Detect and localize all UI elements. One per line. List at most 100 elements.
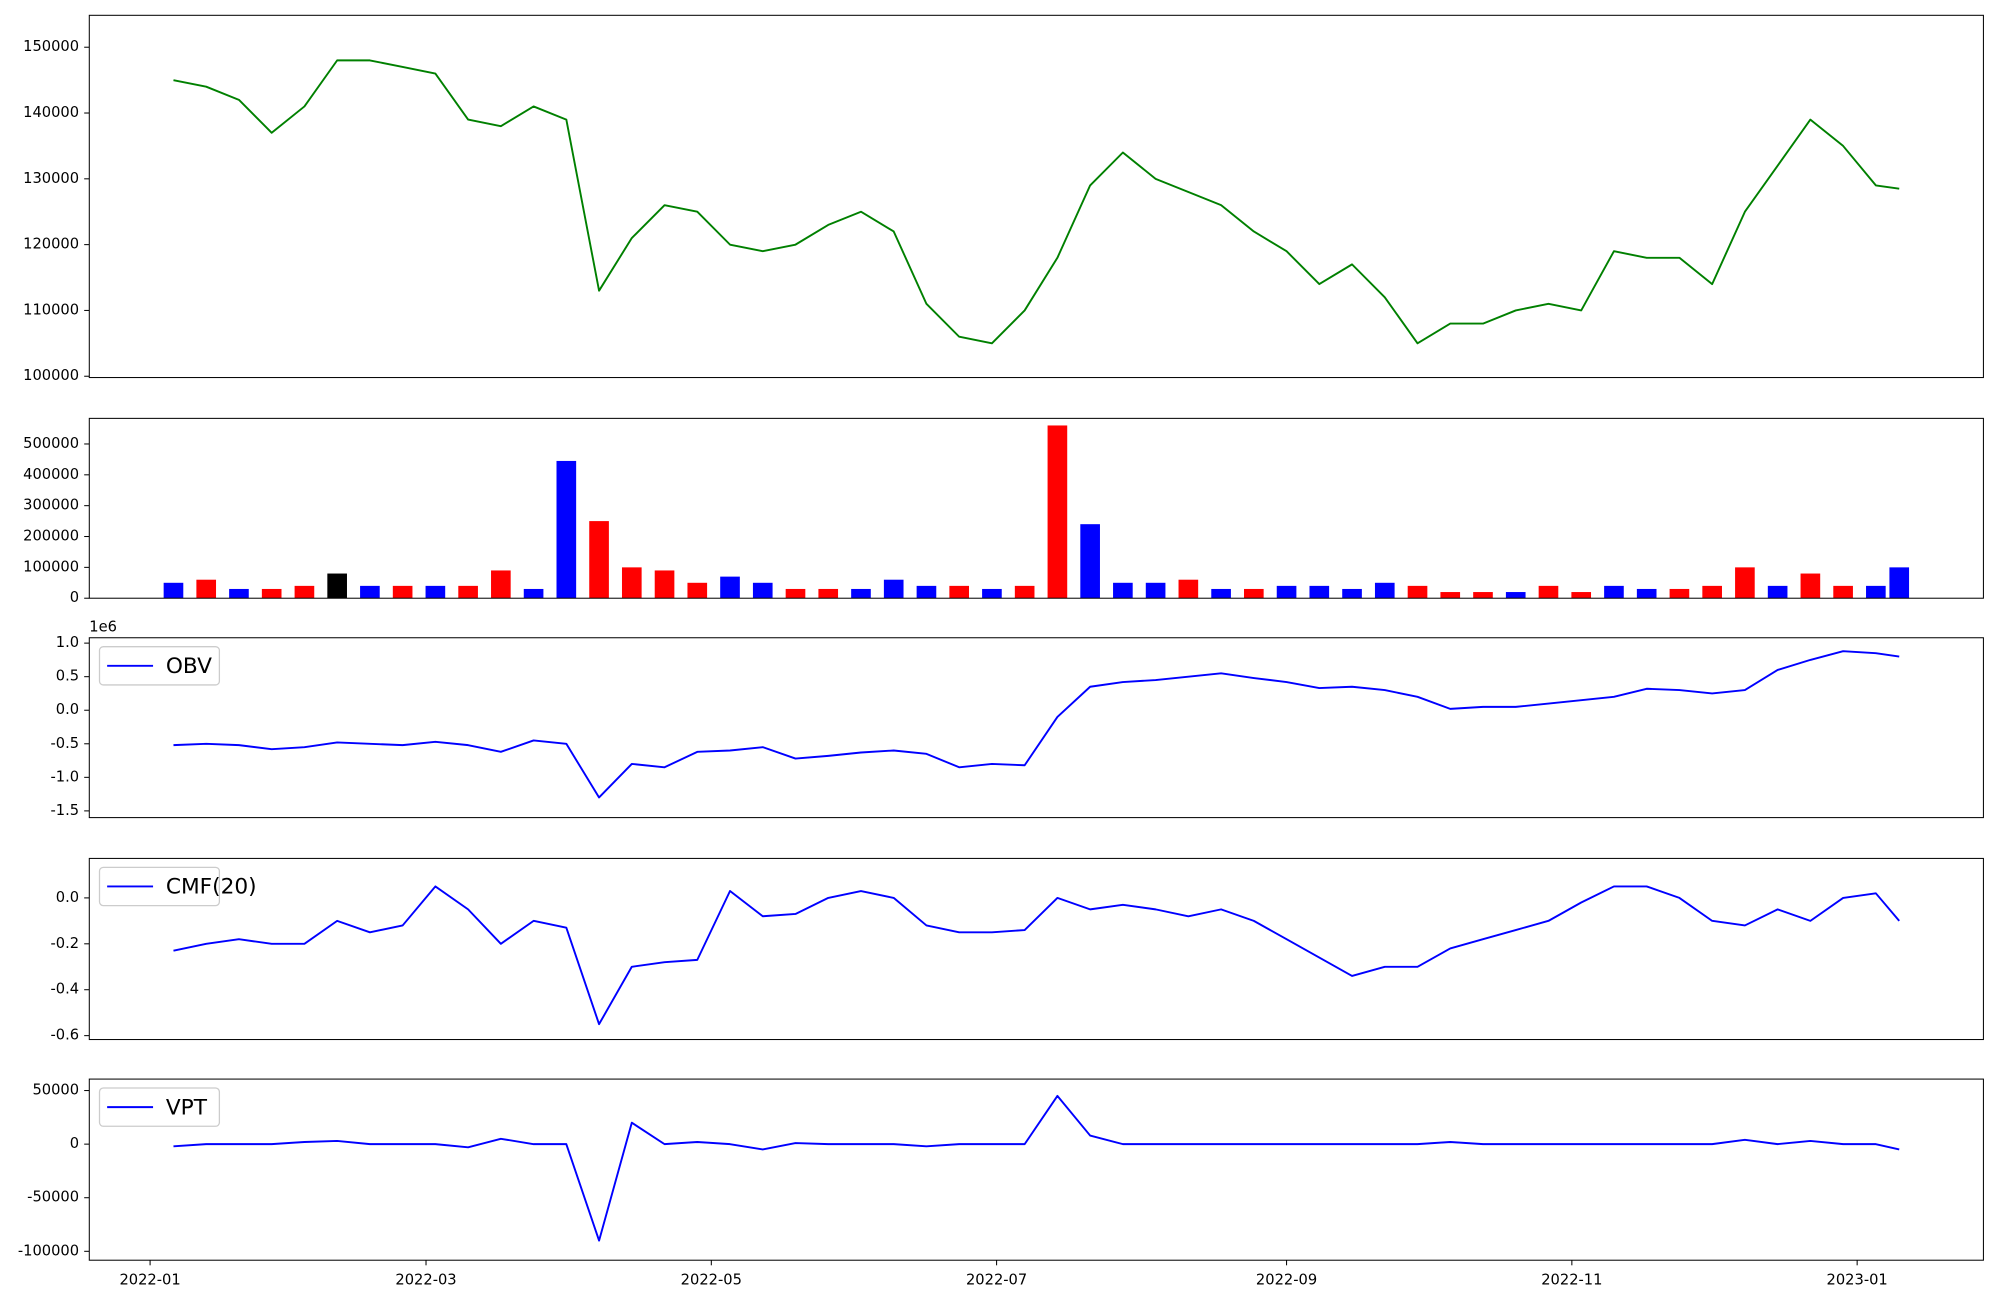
x-tick-label: 2022-11 <box>1541 1272 1602 1289</box>
bar <box>1669 588 1690 599</box>
line <box>173 885 1900 1026</box>
bar <box>785 588 806 599</box>
bar <box>1244 588 1264 599</box>
bar <box>1702 585 1722 599</box>
bar <box>1440 592 1461 599</box>
bar <box>1767 585 1788 599</box>
bar <box>458 585 478 599</box>
bar <box>1505 592 1526 599</box>
bar <box>523 588 544 599</box>
x-tick-label: 2022-05 <box>681 1272 742 1289</box>
bar <box>196 579 217 599</box>
y-tick-label: 0 <box>70 589 79 606</box>
bar <box>294 585 315 599</box>
bar <box>883 579 904 599</box>
y-tick-label: 50000 <box>32 1082 79 1099</box>
y-tick-label: 120000 <box>23 236 79 253</box>
axis-offset-text: 1e6 <box>89 619 117 636</box>
bar <box>687 582 708 599</box>
bar <box>621 567 642 599</box>
x-tick-label: 2022-07 <box>966 1272 1027 1289</box>
y-tick-label: -50000 <box>27 1189 79 1206</box>
line <box>173 1094 1900 1242</box>
bar <box>261 588 282 599</box>
x-tick-label: 2022-09 <box>1256 1272 1317 1289</box>
bar <box>163 582 184 599</box>
bar <box>1014 585 1035 599</box>
bar <box>556 460 577 599</box>
bar <box>1276 585 1297 599</box>
y-tick-label: 0 <box>70 1135 79 1152</box>
y-tick-label: 100000 <box>23 558 79 575</box>
y-tick-label: 500000 <box>23 435 79 452</box>
legend-label: CMF(20) <box>166 875 257 900</box>
y-tick-label: -0.5 <box>50 735 79 752</box>
plot-frame <box>88 417 1984 599</box>
legend-box <box>98 646 221 686</box>
bar <box>851 588 871 599</box>
x-tick-label: 2023-01 <box>1827 1272 1888 1289</box>
bar <box>1342 588 1362 599</box>
x-tick-label: 2022-03 <box>395 1272 456 1289</box>
legend-box <box>98 866 221 907</box>
bar <box>1080 524 1100 599</box>
y-tick-label: -1.5 <box>50 802 79 819</box>
y-tick-label: -0.2 <box>50 935 79 952</box>
bar <box>392 585 413 599</box>
bar <box>589 521 609 599</box>
bar <box>1735 567 1755 599</box>
bar <box>1800 573 1821 599</box>
bar <box>327 573 347 599</box>
bar <box>1833 585 1853 599</box>
bar <box>916 585 937 599</box>
bar <box>1178 579 1199 599</box>
bar <box>1145 582 1166 599</box>
y-tick-label: 130000 <box>23 170 79 187</box>
bar <box>1047 425 1068 599</box>
bar <box>491 570 511 599</box>
line <box>173 650 1900 799</box>
bar <box>1473 592 1493 599</box>
bar <box>1866 585 1886 599</box>
x-tick-label: 2022-01 <box>119 1272 180 1289</box>
line <box>173 59 1900 345</box>
bar <box>982 588 1002 599</box>
bar <box>1889 567 1910 599</box>
y-tick-label: 1.0 <box>56 634 79 651</box>
legend-label: OBV <box>166 654 212 679</box>
bar <box>1604 585 1624 599</box>
y-tick-label: 300000 <box>23 497 79 514</box>
y-tick-label: 140000 <box>23 104 79 121</box>
bar <box>654 570 675 599</box>
bar <box>1211 588 1231 599</box>
y-tick-label: 0.0 <box>56 889 79 906</box>
y-tick-label: 0.0 <box>56 701 79 718</box>
y-tick-label: -0.4 <box>50 981 79 998</box>
legend-box <box>98 1087 221 1127</box>
bar <box>360 585 380 599</box>
y-tick-label: 150000 <box>23 38 79 55</box>
y-tick-label: 110000 <box>23 301 79 318</box>
bar <box>229 588 249 599</box>
bar <box>1636 588 1657 599</box>
y-tick-label: 100000 <box>23 367 79 384</box>
plot-frame <box>88 14 1984 379</box>
plot-frame <box>88 1078 1984 1261</box>
bar <box>1407 585 1428 599</box>
y-tick-label: 200000 <box>23 528 79 545</box>
bar <box>1374 582 1395 599</box>
bar <box>949 585 970 599</box>
y-tick-label: 400000 <box>23 466 79 483</box>
y-tick-label: -0.6 <box>50 1027 79 1044</box>
bar <box>1571 592 1592 599</box>
bar <box>1538 585 1559 599</box>
legend-label: VPT <box>166 1095 208 1120</box>
bar <box>1113 582 1133 599</box>
bar <box>720 576 740 599</box>
bar <box>752 582 773 599</box>
plot-frame <box>88 637 1984 819</box>
bar <box>1309 585 1330 599</box>
y-tick-label: 0.5 <box>56 668 79 685</box>
